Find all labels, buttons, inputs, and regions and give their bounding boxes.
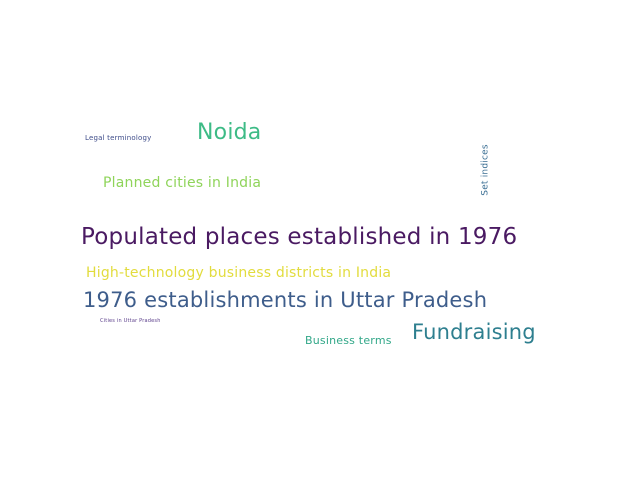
- word-cities-uttar-pradesh: Cities in Uttar Pradesh: [100, 318, 161, 324]
- word-noida: Noida: [197, 120, 262, 145]
- word-planned-cities-india: Planned cities in India: [103, 175, 262, 191]
- word-set-indices: Set indices: [480, 144, 491, 196]
- word-legal-terminology: Legal terminology: [85, 134, 152, 142]
- word-1976-establishments-uttar-pradesh: 1976 establishments in Uttar Pradesh: [83, 288, 488, 312]
- word-fundraising: Fundraising: [412, 320, 536, 344]
- word-high-technology-business-districts: High-technology business districts in In…: [86, 265, 392, 281]
- word-populated-places-established-1976: Populated places established in 1976: [81, 224, 518, 250]
- word-business-terms: Business terms: [305, 334, 392, 347]
